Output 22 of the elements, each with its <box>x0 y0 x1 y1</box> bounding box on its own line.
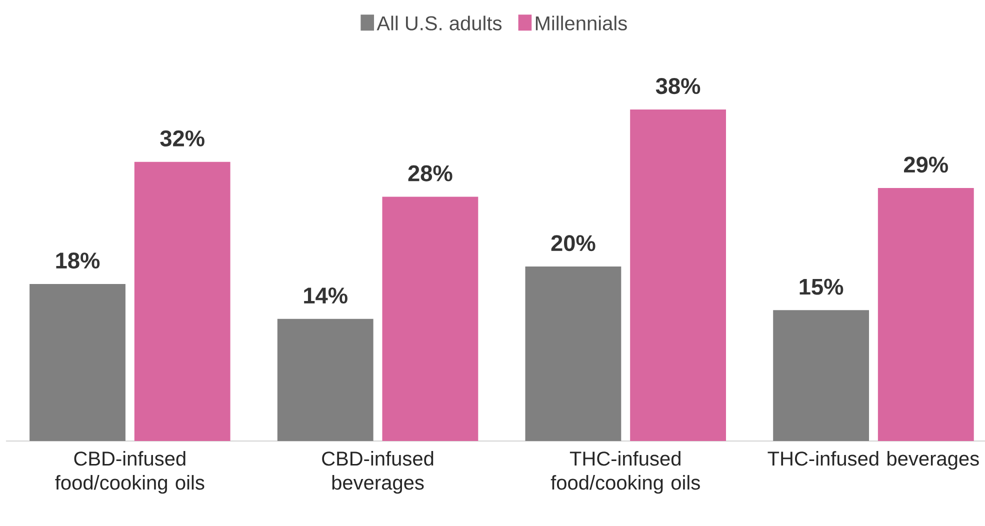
legend-label: Millennials <box>536 16 627 30</box>
data-label: 32% <box>160 130 204 146</box>
bar <box>525 266 622 442</box>
bar <box>773 310 870 442</box>
data-label: 18% <box>56 252 100 269</box>
x-tick-label: CBD-infused beverages <box>322 451 434 494</box>
x-tick-label: THC-infused food/cooking oils <box>550 451 700 494</box>
data-label: 14% <box>304 288 348 304</box>
legend-label: All U.S. adults <box>376 16 502 30</box>
bar <box>30 284 126 442</box>
bar <box>878 188 974 442</box>
data-label: 28% <box>408 165 452 182</box>
bar <box>630 110 726 442</box>
x-tick-label: THC-infused beverages <box>768 451 979 470</box>
bar <box>382 196 478 442</box>
x-tick-label: CBD-infused food/cooking oils <box>55 451 204 494</box>
data-label: 20% <box>551 235 596 252</box>
data-label: 29% <box>904 156 948 173</box>
data-label: 15% <box>800 278 844 295</box>
bar <box>134 162 230 442</box>
data-label: 38% <box>656 78 700 94</box>
bar <box>277 318 374 442</box>
